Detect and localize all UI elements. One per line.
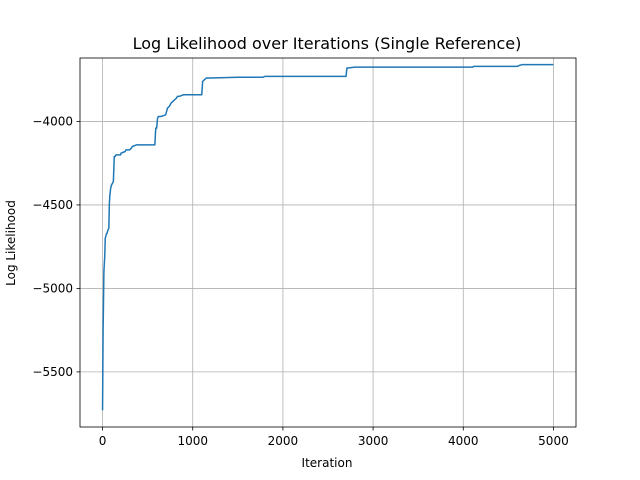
grid-layer: [80, 58, 576, 427]
x-tick-label: 5000: [538, 434, 569, 448]
y-tick-label: −5500: [32, 365, 73, 379]
y-axis-label: Log Likelihood: [4, 200, 18, 286]
plot-frame: [79, 57, 577, 428]
x-tick-label: 2000: [268, 434, 299, 448]
ticks-layer: 0 1000 2000 3000 4000 5000 −5500 −5000 −4500 −400…: [32, 114, 568, 448]
x-tick-label: 1000: [177, 434, 208, 448]
x-tick-label: 4000: [448, 434, 479, 448]
x-tick-label: 3000: [358, 434, 389, 448]
y-tick-label: −4000: [32, 114, 73, 128]
series-line: [101, 63, 554, 411]
y-tick-label: −4500: [32, 198, 73, 212]
x-tick-label: 0: [99, 434, 107, 448]
y-tick-label: −5000: [32, 281, 73, 295]
x-axis-label: Iteration: [302, 456, 353, 470]
chart-title: Log Likelihood over Iterations (Single R…: [133, 34, 522, 53]
